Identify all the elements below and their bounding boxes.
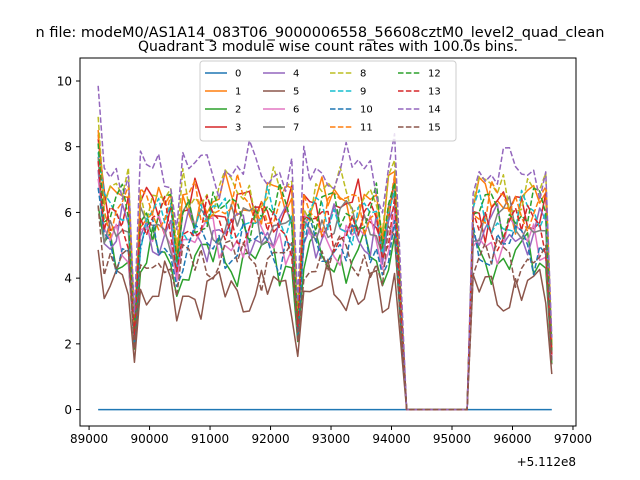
series-layer — [97, 85, 553, 411]
legend-label-2: 2 — [235, 105, 241, 116]
legend-label-7: 7 — [293, 123, 299, 134]
y-tick-label: 0 — [64, 403, 72, 417]
y-tick-label: 8 — [64, 140, 72, 154]
series-line-14 — [97, 85, 553, 411]
legend-label-4: 4 — [293, 69, 299, 80]
x-tick-label: 93000 — [312, 432, 350, 446]
series-line-15 — [97, 205, 553, 411]
y-tick-label: 4 — [64, 272, 72, 286]
legend-label-15: 15 — [428, 123, 441, 134]
legend-label-10: 10 — [360, 105, 373, 116]
chart-title: Quadrant 3 module wise count rates with … — [138, 39, 518, 55]
x-tick-label: 96000 — [493, 432, 531, 446]
x-offset-text: +5.112e8 — [517, 455, 576, 469]
x-tick-label: 91000 — [191, 432, 229, 446]
legend-label-5: 5 — [293, 87, 299, 98]
series-line-9 — [97, 152, 553, 411]
series-line-13 — [97, 161, 553, 411]
y-tick-label: 10 — [57, 75, 72, 89]
x-tick-label: 90000 — [130, 432, 168, 446]
legend-label-11: 11 — [360, 123, 373, 134]
chart-suptitle: n file: modeM0/AS1A14_083T06_9000006558_… — [36, 25, 605, 41]
legend-label-3: 3 — [235, 123, 241, 134]
series-line-7 — [97, 156, 553, 411]
legend-label-14: 14 — [428, 105, 441, 116]
x-tick-label: 89000 — [70, 432, 108, 446]
plot-frame — [79, 57, 577, 427]
legend-label-8: 8 — [360, 69, 366, 80]
x-tick-label: 97000 — [554, 432, 592, 446]
x-tick-label: 95000 — [433, 432, 471, 446]
y-tick-label: 6 — [64, 206, 72, 220]
y-tick-label: 2 — [64, 337, 72, 351]
legend-label-6: 6 — [293, 105, 299, 116]
legend-label-9: 9 — [360, 87, 366, 98]
legend-label-1: 1 — [235, 87, 241, 98]
axis-layer: 89000 90000 91000 92000 93000 94000 95000 96000… — [57, 75, 592, 447]
legend-label-13: 13 — [428, 87, 441, 98]
legend-label-0: 0 — [235, 69, 241, 80]
series-line-11 — [97, 134, 553, 411]
x-tick-label: 94000 — [372, 432, 410, 446]
legend-label-12: 12 — [428, 69, 441, 80]
x-tick-label: 92000 — [251, 432, 289, 446]
series-line-10 — [97, 187, 553, 411]
legend-box — [199, 60, 457, 142]
series-line-12 — [97, 143, 553, 411]
series-line-5 — [97, 249, 553, 411]
